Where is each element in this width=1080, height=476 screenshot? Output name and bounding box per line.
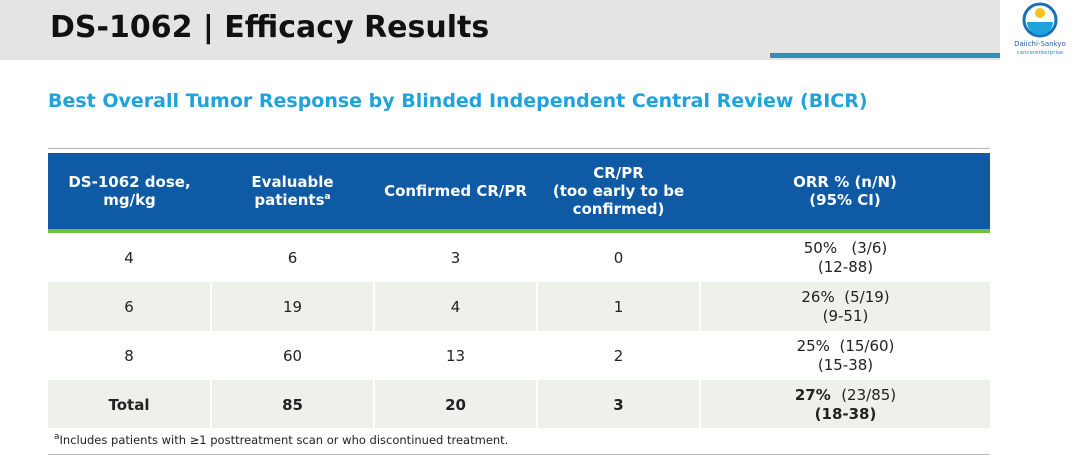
column-header-evaluable-label: Evaluable patients xyxy=(251,173,334,209)
orr-n: (3/6) xyxy=(851,238,888,257)
column-header-dose: DS-1062 dose, mg/kg xyxy=(48,153,211,233)
cell-dose: 6 xyxy=(48,282,212,331)
orr-n: (5/19) xyxy=(844,287,890,306)
orr-ci: (12-88) xyxy=(817,257,874,276)
cell-crpr: 2 xyxy=(537,331,701,380)
footnote-text-wrap: aIncludes patients with ≥1 posttreatment… xyxy=(48,433,508,447)
orr-percent: 50% xyxy=(803,238,838,257)
accent-line xyxy=(770,53,1000,58)
cell-orr: 25% (15/60) (15-38) xyxy=(700,331,990,380)
cell-evaluable: 60 xyxy=(211,331,375,380)
table-row: 6 19 4 1 26% (5/19) (9-51) xyxy=(48,282,990,331)
cell-crpr: 3 xyxy=(537,380,701,429)
column-header-confirmed: Confirmed CR/PR xyxy=(374,153,537,233)
cell-crpr: 1 xyxy=(537,282,701,331)
cell-orr: 50% (3/6) (12-88) xyxy=(700,231,990,282)
cell-confirmed: 13 xyxy=(374,331,538,380)
page-title: DS-1062 | Efficacy Results xyxy=(50,10,490,45)
title-bar: DS-1062 | Efficacy Results xyxy=(0,0,1000,60)
column-header-crpr-line2: (too early to be confirmed) xyxy=(552,182,685,218)
cell-dose: Total xyxy=(48,380,212,429)
logo-name: Daiichi-Sankyo xyxy=(1014,40,1066,48)
footnote-marker: a xyxy=(324,192,331,202)
cell-evaluable: 85 xyxy=(211,380,375,429)
footnote: aIncludes patients with ≥1 posttreatment… xyxy=(48,428,990,452)
cell-orr: 26% (5/19) (9-51) xyxy=(700,282,990,331)
footnote-text: Includes patients with ≥1 posttreatment … xyxy=(59,433,509,447)
cell-evaluable: 6 xyxy=(211,231,375,282)
section-subtitle: Best Overall Tumor Response by Blinded I… xyxy=(48,90,868,112)
cell-orr: 27% (23/85) (18-38) xyxy=(700,380,990,429)
orr-ci: (15-38) xyxy=(817,355,874,374)
table-top-rule xyxy=(48,148,990,149)
column-header-crpr: CR/PR (too early to be confirmed) xyxy=(537,153,700,233)
company-logo: Daiichi-Sankyo cancerenterprise xyxy=(1010,2,1070,62)
cell-confirmed: 4 xyxy=(374,282,538,331)
orr-ci: (9-51) xyxy=(822,306,869,325)
column-header-orr-line1: ORR % (n/N) xyxy=(793,173,897,191)
table-total-row: Total 85 20 3 27% (23/85) (18-38) xyxy=(48,380,990,429)
orr-n: (23/85) xyxy=(841,385,897,404)
cell-confirmed: 20 xyxy=(374,380,538,429)
table-bottom-rule xyxy=(48,454,990,455)
footnote-sup: a xyxy=(54,432,60,443)
cell-evaluable: 19 xyxy=(211,282,375,331)
cell-dose: 8 xyxy=(48,331,212,380)
table-row: 8 60 13 2 25% (15/60) (15-38) xyxy=(48,331,990,380)
column-header-orr: ORR % (n/N) (95% CI) xyxy=(700,153,990,233)
cell-confirmed: 3 xyxy=(374,231,538,282)
table-header-row: DS-1062 dose, mg/kg Evaluable patientsa … xyxy=(48,153,990,233)
column-header-orr-line2: (95% CI) xyxy=(809,191,881,209)
logo-tagline: cancerenterprise xyxy=(1016,50,1064,56)
column-header-crpr-line1: CR/PR xyxy=(593,164,644,182)
orr-percent: 27% xyxy=(794,385,831,404)
orr-percent: 25% xyxy=(796,336,830,355)
orr-percent: 26% xyxy=(801,287,835,306)
cell-crpr: 0 xyxy=(537,231,701,282)
efficacy-table: DS-1062 dose, mg/kg Evaluable patientsa … xyxy=(48,153,990,429)
cell-dose: 4 xyxy=(48,231,212,282)
orr-n: (15/60) xyxy=(839,336,895,355)
orr-ci: (18-38) xyxy=(814,404,877,423)
table-row: 4 6 3 0 50% (3/6) (12-88) xyxy=(48,231,990,282)
logo-mark-icon xyxy=(1022,2,1058,38)
column-header-evaluable: Evaluable patientsa xyxy=(211,153,374,233)
